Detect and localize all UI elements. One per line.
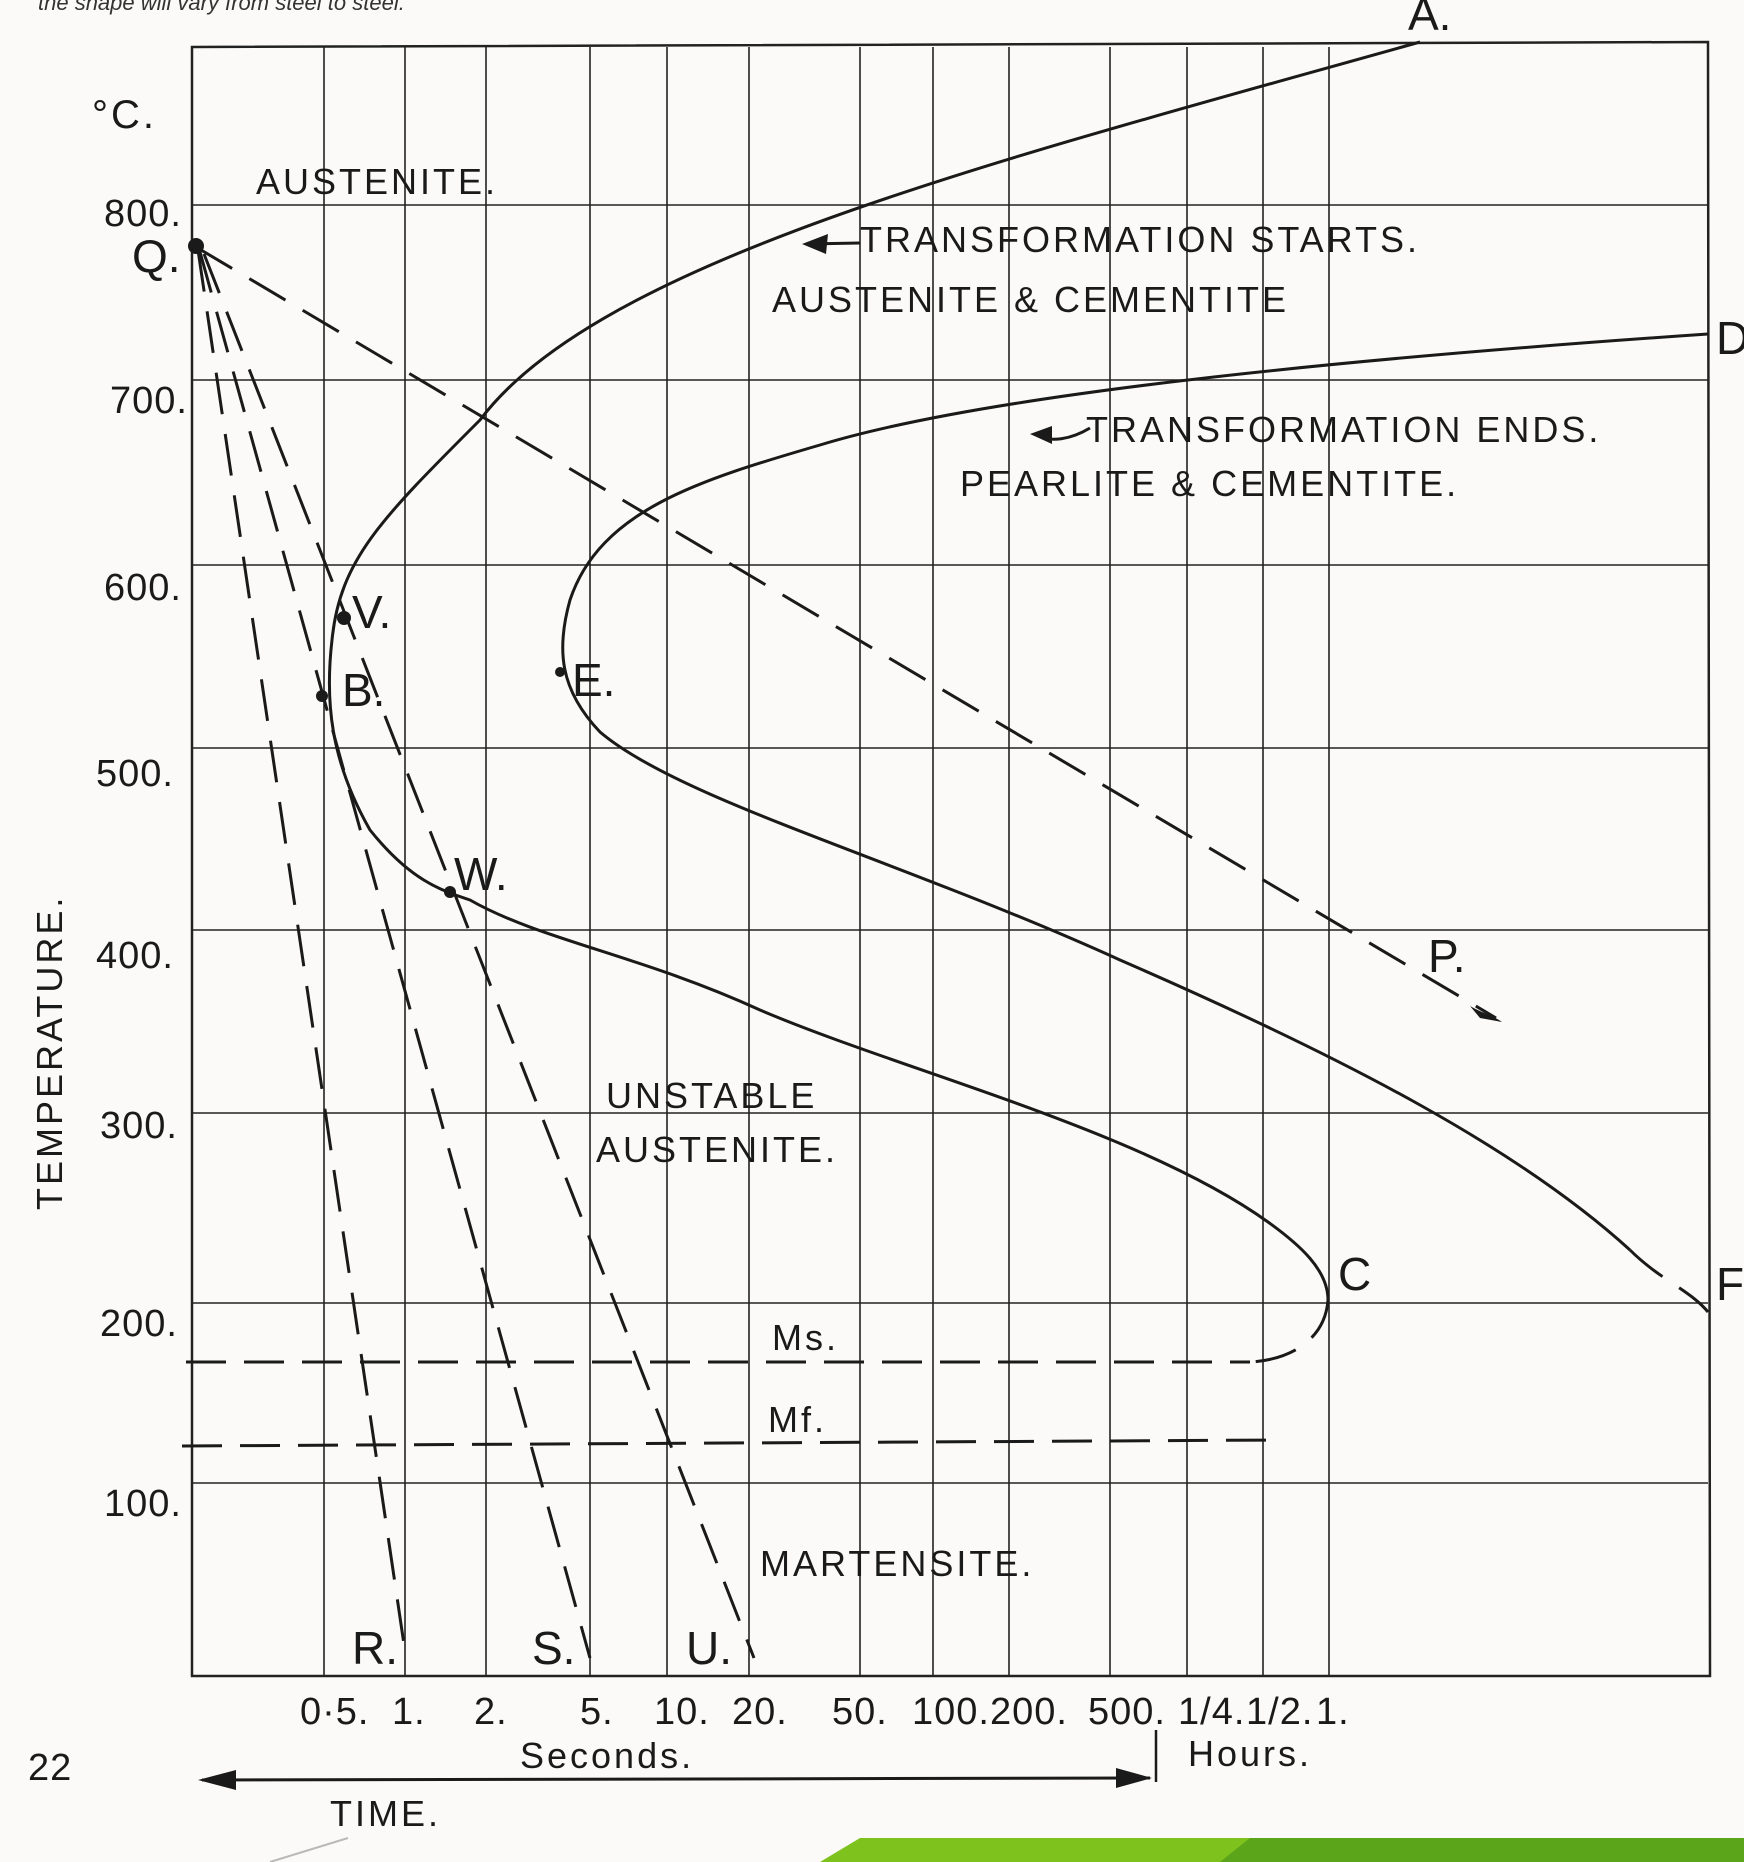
transformation-starts-arrowhead [802, 234, 828, 254]
region-label-unstable-austenite-line1: UNSTABLE [606, 1075, 817, 1116]
y-tick-label: 600. [104, 567, 182, 609]
point-label-e: E. [572, 654, 615, 706]
region-labels: AUSTENITE. TRANSFORMATION STARTS. AUSTEN… [256, 161, 1601, 1584]
y-axis-title: TEMPERATURE. [29, 895, 70, 1210]
annotation-pearlite-cementite: PEARLITE & CEMENTITE. [960, 463, 1459, 504]
point-label-u: U. [686, 1622, 732, 1674]
point-b-marker [316, 690, 328, 702]
x-tick-label: 1/2. [1246, 1691, 1313, 1733]
x-tick-label: 1/4. [1178, 1691, 1245, 1733]
page-number: 22 [28, 1747, 72, 1789]
mf-label: Mf. [768, 1399, 827, 1440]
y-tick-label: 200. [100, 1303, 178, 1345]
x-tick-label: 10. [654, 1691, 710, 1733]
y-tick-label: 700. [110, 380, 188, 422]
y-tick-label: 300. [100, 1105, 178, 1147]
x-tick-label: 200. [990, 1691, 1068, 1733]
point-label-w: W. [454, 848, 508, 900]
region-label-martensite: MARTENSITE. [760, 1543, 1034, 1584]
caption-text: the shape will vary from steel to steel. [38, 0, 405, 15]
series-line-d-tail [1628, 1248, 1710, 1313]
curves [181, 40, 1710, 1659]
x-tick-label: 1. [1316, 1691, 1350, 1733]
point-e-marker [555, 667, 565, 677]
x-tick-label: 5. [580, 1691, 614, 1733]
y-axis: °C. 800. 700. 600. 500. 400. 300. 200. 1… [29, 93, 188, 1525]
point-label-f: F [1716, 1258, 1744, 1310]
point-v-marker [337, 611, 351, 625]
point-labels: Q. V. B. E. W. C P. A. D F R. S. U. Ms. … [132, 0, 1744, 1674]
hours-unit-label: Hours. [1188, 1733, 1312, 1774]
series-line-p [195, 245, 1497, 1020]
series-line-r [196, 249, 408, 1659]
point-label-d: D [1716, 312, 1744, 364]
series-line-u [202, 253, 756, 1659]
seconds-unit-label: Seconds. [520, 1735, 694, 1776]
point-w-marker [444, 886, 456, 898]
x-tick-label: 0·5. [300, 1691, 369, 1733]
x-tick-label: 20. [732, 1691, 788, 1733]
y-tick-label: 100. [104, 1483, 182, 1525]
x-tick-label: 2. [474, 1691, 508, 1733]
series-line-a [327, 40, 1421, 1301]
vertical-gridlines [323, 47, 1330, 1676]
annotation-austenite-cementite: AUSTENITE & CEMENTITE [772, 279, 1289, 320]
annotation-transformation-ends: TRANSFORMATION ENDS. [1086, 409, 1601, 450]
p-arrowhead [1470, 1006, 1502, 1022]
x-tick-label: 50. [832, 1691, 888, 1733]
annotation-transformation-starts: TRANSFORMATION STARTS. [860, 219, 1420, 260]
y-tick-label: 800. [104, 193, 182, 235]
x-tick-label: 1. [392, 1691, 426, 1733]
y-tick-label: 400. [96, 935, 174, 977]
grey-diagonal-accent [269, 1837, 349, 1862]
point-label-v: V. [352, 586, 391, 638]
green-band-dark [1220, 1838, 1744, 1862]
point-label-c: C [1338, 1248, 1371, 1300]
y-tick-label: 500. [96, 753, 174, 795]
decorative-band [269, 1837, 1744, 1862]
point-markers [188, 238, 565, 898]
time-double-arrow [198, 1768, 1152, 1790]
x-tick-label: 100. [912, 1691, 990, 1733]
region-label-unstable-austenite-line2: AUSTENITE. [596, 1129, 838, 1170]
transformation-ends-arrowhead [1030, 426, 1052, 444]
point-q-marker [188, 238, 204, 254]
series-line-c-tail [1249, 1299, 1330, 1364]
horizontal-gridlines [192, 204, 1708, 1484]
series-line-s [198, 251, 592, 1659]
region-label-unstable-austenite: UNSTABLE AUSTENITE. [596, 1075, 838, 1170]
x-axis-title: TIME. [330, 1793, 441, 1834]
x-tick-label: 500. [1088, 1691, 1166, 1733]
mf-line [181, 1438, 1283, 1448]
point-label-r: R. [352, 1622, 398, 1674]
point-label-s: S. [532, 1622, 575, 1674]
ms-label: Ms. [772, 1317, 839, 1358]
plot-frame [190, 40, 1712, 1678]
y-unit-label: °C. [92, 93, 157, 137]
region-label-austenite: AUSTENITE. [256, 161, 498, 202]
point-label-b: B. [342, 664, 385, 716]
series-line-d [561, 332, 1709, 1252]
x-axis: 0·5. 1. 2. 5. 10. 20. 50. 100. 200. 500.… [28, 1691, 1350, 1834]
point-label-q: Q. [132, 230, 181, 282]
point-label-a: A. [1408, 0, 1451, 40]
point-label-p: P. [1428, 930, 1466, 982]
